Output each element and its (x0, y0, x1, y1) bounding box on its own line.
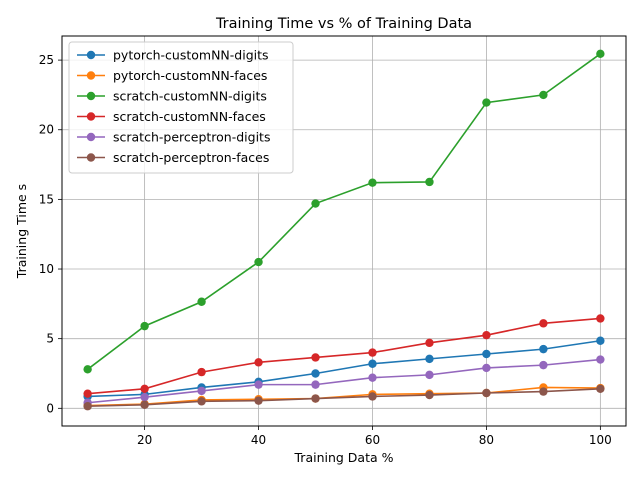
x-tick-label: 60 (365, 433, 380, 447)
data-point (254, 380, 263, 389)
chart-title: Training Time vs % of Training Data (215, 16, 472, 32)
data-point (311, 353, 320, 362)
series-line (87, 339, 601, 398)
y-tick-label: 25 (39, 53, 54, 67)
data-point (311, 369, 320, 378)
data-point (482, 98, 491, 107)
data-point (368, 373, 377, 382)
data-point (482, 330, 491, 340)
legend-label: scratch-customNN-digits (113, 89, 267, 104)
data-point (140, 392, 149, 402)
data-point (482, 349, 491, 359)
legend-marker (86, 71, 96, 80)
data-point (254, 257, 263, 267)
y-tick-label: 0 (46, 401, 54, 415)
legend-item: scratch-perceptron-faces (77, 150, 269, 165)
data-point (197, 297, 206, 306)
y-tick-label: 20 (39, 123, 54, 137)
data-point (482, 388, 491, 398)
data-point (140, 321, 149, 331)
series-layer (83, 49, 605, 411)
data-point (254, 396, 263, 405)
series-line (87, 317, 601, 395)
legend-box (68, 41, 294, 174)
series-scratch-customNN-digits (83, 49, 605, 374)
legend-item: scratch-customNN-faces (77, 109, 266, 124)
x-tick-label: 20 (137, 433, 152, 447)
x-tick-label: 100 (589, 433, 612, 447)
legend-item: pytorch-customNN-digits (77, 48, 269, 63)
data-point (140, 400, 149, 410)
legend-item: pytorch-customNN-faces (77, 68, 267, 83)
data-point (425, 354, 434, 364)
axis-ticks: 20 40 60 80 100 0 5 10 15 20 25 (39, 53, 612, 447)
legend: pytorch-customNN-digits pytorch-customNN-… (68, 41, 294, 174)
data-point (368, 359, 377, 368)
legend-marker (86, 153, 96, 162)
legend-marker (86, 132, 96, 142)
y-tick-label: 15 (39, 192, 54, 206)
data-point (539, 90, 548, 100)
legend-label: pytorch-customNN-digits (113, 48, 269, 63)
data-point (596, 49, 605, 59)
legend-label: pytorch-customNN-faces (113, 68, 267, 83)
y-tick-label: 10 (39, 262, 54, 276)
legend-label: scratch-customNN-faces (113, 109, 266, 124)
legend-label: scratch-perceptron-digits (113, 130, 270, 145)
data-point (83, 365, 92, 374)
data-point (83, 402, 92, 411)
data-point (311, 380, 320, 389)
x-tick-label: 80 (479, 433, 494, 447)
x-tick-label: 40 (251, 433, 266, 447)
series-scratch-customNN-faces (83, 314, 605, 398)
data-point (596, 355, 605, 364)
x-axis-label: Training Data % (294, 450, 394, 465)
data-point (596, 384, 605, 394)
data-point (368, 348, 377, 357)
series-line (87, 358, 601, 404)
data-point (539, 344, 548, 354)
legend-marker (86, 50, 96, 60)
data-point (368, 392, 377, 401)
series-line (87, 388, 601, 408)
data-point (539, 360, 548, 370)
data-point (197, 367, 206, 377)
series-scratch-perceptron-digits (83, 355, 605, 407)
legend-marker (86, 112, 96, 121)
y-tick-label: 5 (46, 332, 54, 346)
data-point (425, 370, 434, 380)
data-point (83, 389, 92, 398)
data-point (425, 177, 434, 187)
data-point (539, 387, 548, 396)
series-line (87, 53, 601, 370)
data-point (368, 178, 377, 187)
plot-frame (61, 35, 627, 427)
data-point (197, 397, 206, 406)
data-point (596, 336, 605, 345)
data-point (425, 390, 434, 400)
grid-lines (62, 36, 626, 426)
data-point (140, 384, 149, 394)
y-axis-label: Training Time s (14, 184, 29, 279)
data-point (311, 394, 320, 403)
legend-label: scratch-perceptron-faces (113, 150, 269, 165)
data-point (254, 358, 263, 367)
data-point (482, 363, 491, 373)
data-point (311, 199, 320, 208)
data-point (425, 338, 434, 348)
series-scratch-perceptron-faces (83, 384, 605, 411)
data-point (197, 386, 206, 396)
data-point (596, 314, 605, 323)
legend-marker (86, 91, 96, 101)
data-point (539, 319, 548, 328)
series-line (87, 386, 601, 407)
legend-item: scratch-customNN-digits (77, 89, 267, 104)
legend-item: scratch-perceptron-digits (77, 130, 270, 145)
